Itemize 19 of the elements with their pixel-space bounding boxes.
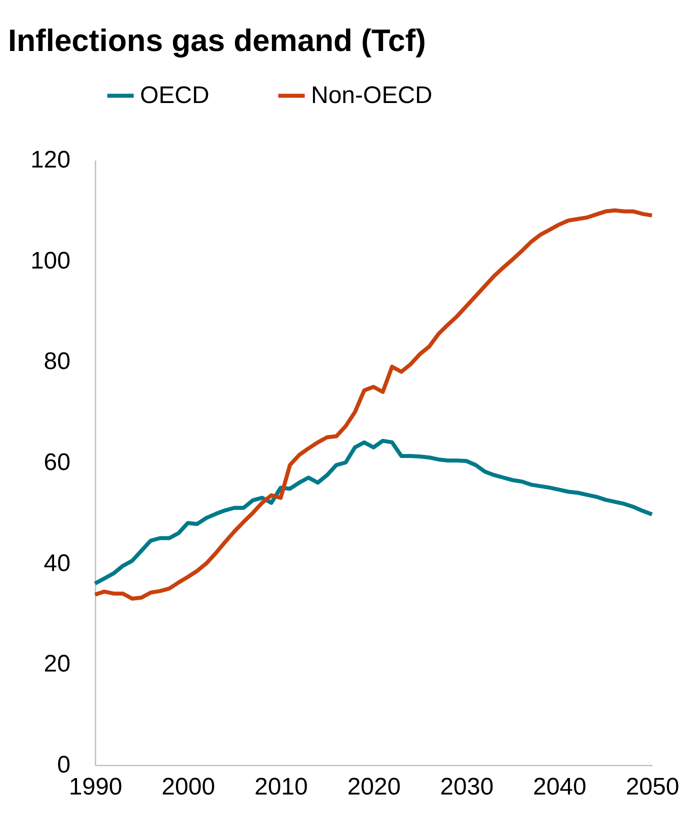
x-tick-label: 2040 (532, 774, 586, 800)
x-tick-label: 2030 (440, 774, 494, 800)
line-series (93, 208, 654, 601)
y-tick-label: 120 (30, 146, 70, 174)
legend-label: OECD (140, 82, 210, 109)
legend-label: Non-OECD (311, 82, 432, 109)
x-tick-label: 2020 (347, 774, 401, 800)
y-tick-label: 40 (44, 550, 70, 577)
y-tick-label: 100 (30, 247, 70, 274)
x-tick-label: 1990 (68, 774, 122, 800)
x-tick-label: 2010 (254, 774, 308, 800)
y-tick-label: 60 (44, 449, 70, 476)
y-tick-label: 20 (44, 650, 70, 678)
chart-title: Inflections gas demand (Tcf) (8, 23, 426, 58)
y-tick-label: 80 (44, 348, 70, 376)
y-tick-label: 0 (57, 752, 70, 778)
x-tick-label: 2000 (162, 774, 216, 800)
line-series (93, 438, 654, 586)
x-tick-label: 2050 (626, 774, 680, 800)
